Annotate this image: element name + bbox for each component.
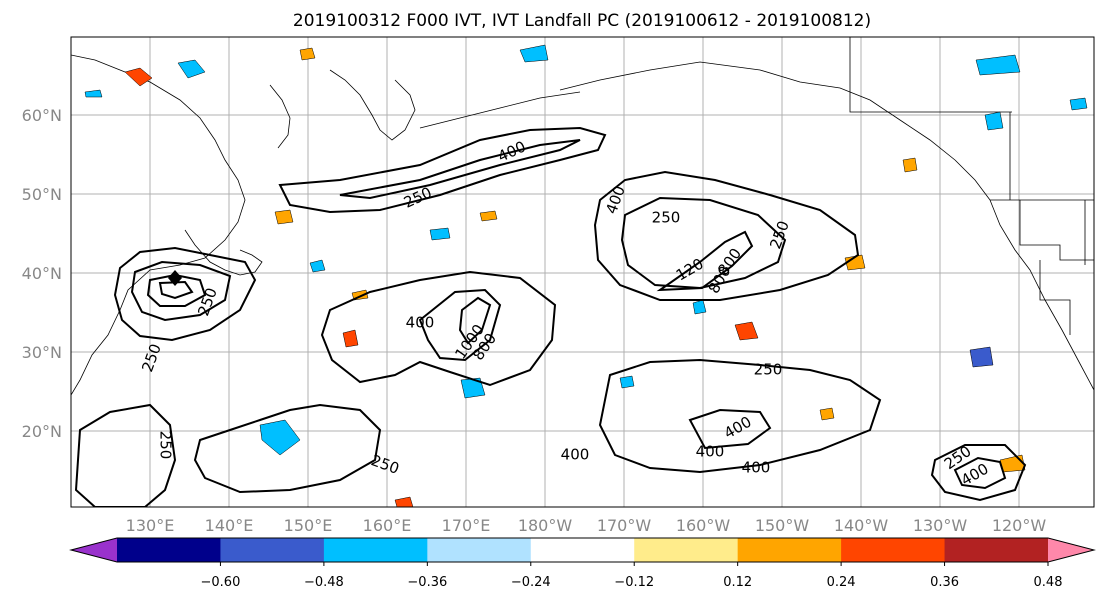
lon-tick-label: 150°E [284,516,333,535]
ivt-pc-shading [84,44,1088,507]
aleutian-islands [419,91,581,129]
contour-label: 400 [742,459,771,477]
colorbar-segment [944,538,1049,562]
contour-label: 400 [696,443,725,461]
lon-tick-label: 130°W [913,516,968,535]
lon-tick-label: 150°W [755,516,810,535]
figure-title: 2019100312 F000 IVT, IVT Landfall PC (20… [293,11,871,31]
japan-coastline [184,229,263,276]
colorbar-tick-label: −0.48 [304,575,344,590]
contour-label: 250 [754,361,783,379]
coastlines [71,54,1094,396]
lat-tick-label: 50°N [22,185,62,204]
lon-tick-label: 120°W [992,516,1047,535]
lat-tick-label: 40°N [22,264,62,283]
lon-tick-label: 140°E [205,516,254,535]
political-borders [849,37,1094,335]
axis-labels: 130°E 140°E 150°E 160°E 170°E 180°W 170°W 160°W… [22,106,1047,535]
colorbar-tick-label: 0.36 [930,575,959,590]
ivt-max-marker [168,270,182,286]
alaska-coastline [559,61,991,201]
us-state-borders [1009,112,1094,335]
map-background [71,37,1094,507]
colorbar-segment [117,538,221,562]
colorbar-tick-label: 0.48 [1034,575,1063,590]
lon-tick-label: 180°W [518,516,573,535]
contour-label: 250 [157,431,175,460]
colorbar-lower-extend [71,538,117,562]
sakhalin-coastline [269,84,291,149]
na-west-coastline [989,199,1094,391]
lat-tick-label: 60°N [22,106,62,125]
colorbar-tick-label: 0.24 [827,575,856,590]
lon-tick-label: 160°W [676,516,731,535]
colorbar-segment [634,538,739,562]
colorbar-segment [427,538,532,562]
colorbar-tick-label: −0.60 [201,575,241,590]
colorbar-tick-label: −0.12 [614,575,654,590]
colorbar-upper-extend [1048,538,1094,562]
ivt-contours [74,126,1027,507]
alaska-canada-border [849,37,1012,113]
kamchatka-coastline [329,69,416,141]
contour-label: 400 [406,314,435,332]
lon-tick-label: 170°E [442,516,491,535]
lon-tick-label: 170°W [597,516,652,535]
colorbar-segment [220,538,325,562]
lon-tick-label: 140°W [834,516,889,535]
colorbar: −0.60 −0.48 −0.36 −0.24 −0.12 0.12 0.24 0.36 0.4… [69,537,1096,590]
asia-coastline [71,54,246,396]
colorbar-segment [841,538,946,562]
colorbar-segment [737,538,842,562]
map-frame [70,36,1095,508]
colorbar-outline [69,537,1096,563]
lon-tick-label: 160°E [363,516,412,535]
lat-tick-label: 20°N [22,422,62,441]
colorbar-segment [323,538,428,562]
colorbar-tick-label: −0.36 [407,575,447,590]
contour-label: 400 [561,446,590,464]
lon-tick-label: 130°E [126,516,175,535]
colorbar-tick-label: 0.12 [723,575,752,590]
graticule [71,37,1094,507]
colorbar-segment [530,538,635,562]
lat-tick-label: 30°N [22,343,62,362]
contour-label: 250 [652,209,681,227]
colorbar-tick-label: −0.24 [511,575,551,590]
